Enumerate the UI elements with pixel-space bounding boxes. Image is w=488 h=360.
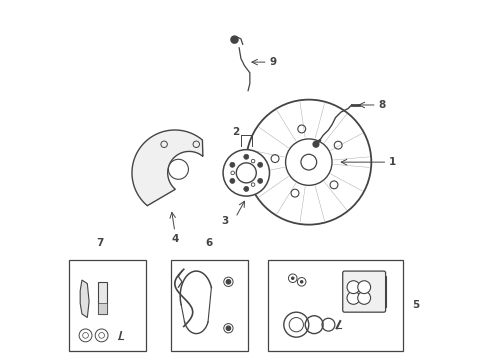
Text: 6: 6: [205, 238, 212, 248]
Bar: [69, 260, 146, 351]
Text: 3: 3: [221, 216, 228, 226]
Polygon shape: [80, 280, 89, 318]
Circle shape: [229, 179, 234, 183]
Polygon shape: [132, 130, 203, 206]
Polygon shape: [98, 282, 107, 314]
Circle shape: [244, 154, 248, 159]
Circle shape: [168, 159, 188, 179]
Text: 7: 7: [96, 238, 103, 248]
Text: 2: 2: [231, 127, 239, 137]
Circle shape: [357, 281, 370, 294]
Polygon shape: [381, 276, 385, 307]
FancyBboxPatch shape: [342, 271, 385, 312]
Circle shape: [236, 163, 256, 183]
Circle shape: [226, 280, 230, 284]
Text: 1: 1: [388, 157, 396, 167]
Circle shape: [229, 162, 234, 167]
Circle shape: [346, 281, 359, 294]
Text: 5: 5: [411, 300, 419, 310]
Circle shape: [346, 292, 359, 304]
Polygon shape: [98, 303, 107, 314]
Bar: [267, 260, 403, 351]
Circle shape: [230, 36, 238, 43]
Text: 9: 9: [269, 57, 276, 67]
Circle shape: [312, 141, 318, 147]
Bar: [171, 260, 247, 351]
Circle shape: [223, 150, 269, 196]
Circle shape: [257, 179, 262, 183]
Text: 8: 8: [378, 100, 385, 110]
Circle shape: [357, 292, 370, 304]
Circle shape: [244, 186, 248, 192]
Circle shape: [226, 326, 230, 330]
Circle shape: [299, 280, 303, 284]
Text: 4: 4: [171, 234, 178, 244]
Circle shape: [257, 162, 262, 167]
Polygon shape: [342, 276, 346, 307]
Circle shape: [290, 276, 294, 280]
